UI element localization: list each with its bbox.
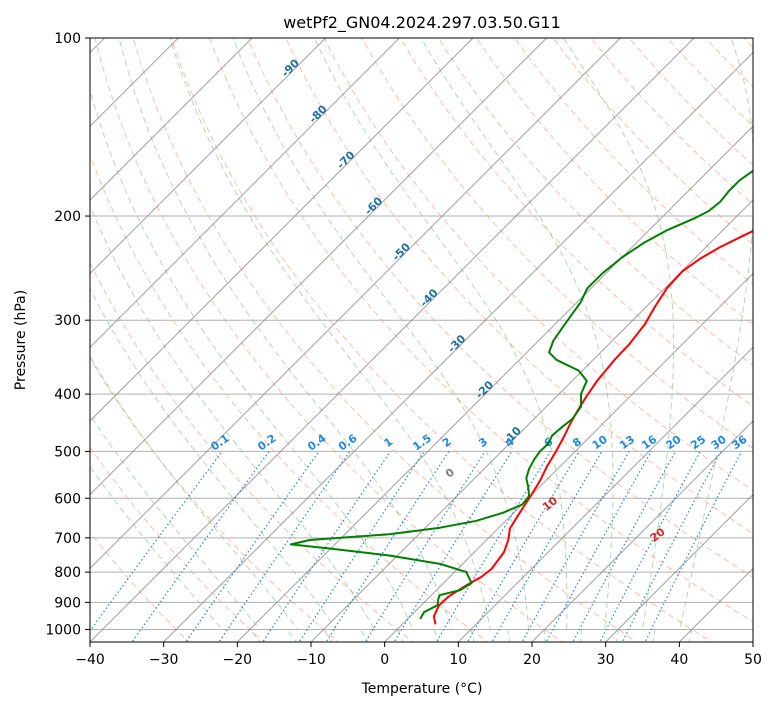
mixing-ratio-line (218, 451, 351, 642)
isotherm (90, 38, 401, 349)
isotherm (383, 272, 753, 642)
mixing-ratio-line (435, 451, 552, 642)
isotherm (604, 493, 753, 642)
mixing-ratio-line (131, 451, 270, 642)
moist-adiabat (679, 38, 753, 642)
mixing-ratio-line (298, 451, 425, 642)
moist-adiabat (90, 287, 369, 642)
mixing-ratio-line (599, 451, 701, 642)
y-tick-label: 100 (54, 31, 81, 47)
isotherm (90, 38, 327, 275)
x-tick-label: 30 (597, 652, 615, 668)
moist-adiabat (169, 38, 510, 642)
isotherm (90, 38, 622, 570)
isotherm (310, 199, 753, 642)
dry-adiabat (90, 261, 414, 642)
y-tick-label: 700 (54, 531, 81, 547)
moist-adiabat (90, 355, 333, 642)
isotherm (90, 38, 474, 422)
x-tick-label: 20 (523, 652, 541, 668)
mixing-ratio-line (545, 451, 652, 642)
dewpoint-profile (289, 169, 753, 620)
pressure-gridlines (90, 38, 753, 630)
mixing-ratio-line (90, 451, 223, 632)
y-tick-label: 400 (54, 387, 81, 403)
mixing-ratio-lines (90, 451, 743, 642)
x-tick-label: −20 (223, 652, 253, 668)
mixing-ratio-line (466, 451, 580, 642)
isotherm (236, 125, 753, 642)
moist-adiabat (232, 38, 546, 642)
x-tick-label: 40 (670, 652, 688, 668)
isotherms (90, 38, 753, 642)
mixing-ratio-line (325, 451, 450, 642)
mixing-ratio-line (393, 451, 513, 642)
x-tick-label: −10 (296, 652, 326, 668)
x-tick-label: −40 (75, 652, 105, 668)
isotherm (90, 38, 180, 128)
isotherm (162, 51, 753, 642)
moist-adiabat (420, 38, 619, 642)
chart-title: wetPf2_GN04.2024.297.03.50.G11 (283, 13, 561, 33)
y-tick-label: 200 (54, 209, 81, 225)
x-axis-title: Temperature (°C) (361, 681, 483, 697)
y-tick-label: 300 (54, 313, 81, 329)
dry-adiabat (90, 153, 489, 642)
temperature-profile (432, 229, 753, 625)
y-tick-label: 600 (54, 491, 81, 507)
moist-adiabat (90, 204, 404, 642)
plot-frame (89, 37, 754, 643)
mixing-ratio-line (262, 451, 391, 642)
y-axis-title: Pressure (hPa) (13, 290, 29, 390)
mixing-ratio-line (572, 451, 677, 642)
x-tick-label: 50 (744, 652, 762, 668)
sounding-profiles (289, 169, 753, 625)
mixing-ratio-line (185, 451, 320, 642)
x-tick-label: 10 (449, 652, 467, 668)
isotherm (531, 420, 753, 642)
y-tick-label: 900 (54, 595, 81, 611)
moist-adiabat (118, 38, 475, 642)
y-tick-label: 800 (54, 565, 81, 581)
mixing-ratio-line (364, 451, 486, 642)
x-tick-label: 0 (380, 652, 389, 668)
moist-adiabat (90, 465, 261, 642)
mixing-ratio-line (621, 451, 722, 642)
moist-adiabat (90, 88, 440, 642)
isotherm (457, 346, 753, 642)
isotherm (90, 38, 548, 496)
moist-adiabat (562, 38, 675, 642)
axes: −40 −30 −20 −10 0 10 20 30 40 50 100 200 300 400 500 60… (45, 31, 762, 668)
y-tick-label: 1000 (45, 622, 81, 638)
y-tick-label: 500 (54, 444, 81, 460)
isotherm (90, 38, 253, 201)
x-tick-label: −30 (149, 652, 179, 668)
moist-adiabat (313, 38, 582, 642)
isotherm (90, 38, 695, 642)
